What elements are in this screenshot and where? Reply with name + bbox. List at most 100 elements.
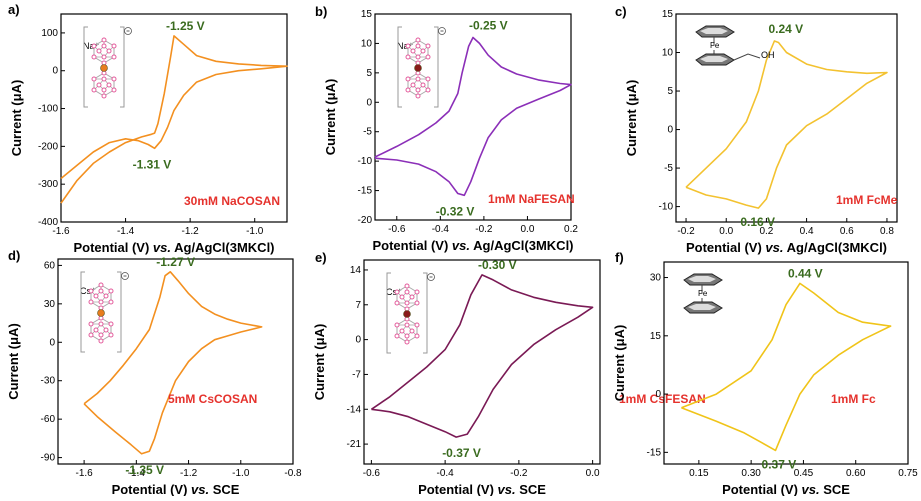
x-axis-label-part: Potential (V) bbox=[112, 482, 191, 496]
metal-atom bbox=[100, 64, 108, 72]
y-tick-label: -15 bbox=[358, 186, 373, 197]
cv-curve bbox=[60, 35, 288, 204]
x-axis-label-part: Ag/AgCl(3MKCl) bbox=[784, 240, 888, 255]
peak-label: -0.32 V bbox=[436, 204, 475, 218]
y-tick-label: 0 bbox=[355, 335, 361, 346]
y-tick-label: 10 bbox=[361, 38, 373, 49]
y-axis-label: Current (μA) bbox=[612, 325, 627, 402]
x-tick-label: 0.0 bbox=[520, 224, 534, 235]
panel-letter: f) bbox=[615, 250, 624, 265]
x-tick-label: 0.2 bbox=[759, 226, 773, 237]
bracket bbox=[83, 26, 125, 108]
x-axis-label-part: vs. bbox=[498, 482, 516, 496]
panel-a: -1.6 -1.4 -1.2 -1.0 -400 -300 -200 -100 0 100 Pote… bbox=[8, 2, 288, 255]
peak-label: 0.24 V bbox=[768, 22, 803, 36]
x-axis-label-part: Potential (V) bbox=[418, 482, 497, 496]
sample-label: 1mM CsFESAN bbox=[619, 392, 706, 406]
peak-label: -0.30 V bbox=[478, 258, 517, 272]
y-tick-label: -7 bbox=[352, 369, 361, 380]
panel-d: -1.6 -1.4 -1.2 -1.0 -0.8 -90 -60 -30 0 30 60 Potent… bbox=[6, 248, 302, 497]
peak-label: -1.27 V bbox=[156, 255, 195, 269]
y-tick-label: 5 bbox=[366, 68, 372, 79]
y-tick-label: 0 bbox=[655, 389, 661, 400]
x-tick-label: -0.6 bbox=[388, 224, 406, 235]
y-tick-label: -400 bbox=[38, 217, 58, 228]
x-axis-label-part: vs. bbox=[153, 240, 171, 255]
x-tick-label: -0.6 bbox=[363, 468, 381, 479]
x-tick-label: 0.75 bbox=[898, 468, 918, 479]
y-tick-label: -15 bbox=[647, 447, 662, 458]
x-axis-label: Potential (V) vs. Ag/AgCl(3MKCl) bbox=[73, 240, 274, 255]
y-tick-label: 14 bbox=[350, 265, 362, 276]
y-tick-label: 30 bbox=[650, 273, 662, 284]
carborane-cage-lower bbox=[405, 70, 431, 99]
x-axis-label: Potential (V) vs. SCE bbox=[418, 482, 546, 496]
y-tick-label: -14 bbox=[347, 404, 362, 415]
x-axis-label: Potential (V) vs. Ag/AgCl(3MKCl) bbox=[372, 238, 573, 253]
plot-frame bbox=[663, 261, 909, 465]
bracket bbox=[386, 272, 428, 354]
counter-ion-label: Cs⁺ bbox=[80, 286, 96, 296]
x-axis-label: Potential (V) vs. SCE bbox=[112, 482, 240, 496]
x-tick-label: -0.2 bbox=[510, 468, 528, 479]
ferrocene-structure bbox=[695, 25, 735, 66]
counter-ion-label: Na⁺ bbox=[83, 41, 100, 51]
y-tick-label: 15 bbox=[662, 9, 674, 20]
peak-label: -0.25 V bbox=[469, 19, 508, 33]
y-tick-label: -100 bbox=[38, 104, 58, 115]
x-axis-label-part: Potential (V) bbox=[686, 240, 765, 255]
y-tick-label: -10 bbox=[659, 202, 674, 213]
y-tick-label: 7 bbox=[355, 300, 361, 311]
x-tick-label: 0.30 bbox=[741, 468, 761, 479]
x-tick-label: -1.6 bbox=[52, 226, 70, 237]
x-tick-label: -0.4 bbox=[432, 224, 450, 235]
x-tick-label: -1.6 bbox=[75, 468, 93, 479]
bracket bbox=[397, 26, 439, 108]
y-axis-label: Current (μA) bbox=[9, 80, 24, 157]
panel-b: -0.6 -0.4 -0.2 0.0 0.2 -20 -15 -10 -5 0 5 10 15 Poten… bbox=[315, 4, 578, 253]
x-axis-label-part: vs. bbox=[191, 482, 209, 496]
panel-c: -0.2 0.0 0.2 0.4 0.6 0.8 -10 -5 0 5 10 15 Potential … bbox=[615, 4, 898, 255]
plot-frame bbox=[363, 259, 601, 465]
x-axis-label: Potential (V) vs. SCE bbox=[722, 482, 850, 496]
x-tick-label: 0.45 bbox=[794, 468, 814, 479]
y-axis-label: Current (μA) bbox=[6, 323, 21, 400]
peak-label: -0.37 V bbox=[442, 446, 481, 460]
metal-atom bbox=[414, 64, 422, 72]
y-tick-label: 0 bbox=[49, 337, 55, 348]
counter-ion-label: Na⁺ bbox=[397, 41, 414, 51]
y-axis-label: Current (μA) bbox=[312, 324, 327, 401]
plot-frame bbox=[374, 13, 572, 221]
x-axis-label-part: vs. bbox=[802, 482, 820, 496]
sample-label: 1mM FcMe bbox=[836, 193, 898, 207]
x-tick-label: -0.2 bbox=[475, 224, 493, 235]
plot-frame bbox=[57, 258, 294, 465]
bracket bbox=[80, 271, 122, 353]
y-tick-label: -200 bbox=[38, 141, 58, 152]
y-tick-label: 100 bbox=[41, 28, 58, 39]
x-tick-label: -1.0 bbox=[246, 226, 264, 237]
y-tick-label: 0 bbox=[667, 125, 673, 136]
peak-label: 0.44 V bbox=[788, 266, 823, 280]
x-axis-label-part: vs. bbox=[765, 240, 783, 255]
x-tick-label: 0.0 bbox=[586, 468, 600, 479]
x-axis-label-part: SCE bbox=[820, 482, 851, 496]
x-tick-label: 0.0 bbox=[719, 226, 733, 237]
y-tick-label: 0 bbox=[366, 97, 372, 108]
peak-label: -1.35 V bbox=[125, 463, 164, 477]
panel-letter: c) bbox=[615, 4, 627, 19]
x-tick-label: -1.0 bbox=[232, 468, 250, 479]
sample-label: 5mM CsCOSAN bbox=[168, 392, 257, 406]
y-tick-label: -5 bbox=[363, 127, 372, 138]
panel-letter: b) bbox=[315, 4, 327, 19]
cv-curve bbox=[370, 274, 594, 438]
y-tick-label: -21 bbox=[347, 439, 362, 450]
substituent-label: OH bbox=[761, 50, 775, 60]
cv-curve bbox=[374, 36, 572, 197]
x-axis-label-part: SCE bbox=[516, 482, 547, 496]
x-tick-label: -0.8 bbox=[284, 468, 302, 479]
x-axis-label: Potential (V) vs. Ag/AgCl(3MKCl) bbox=[686, 240, 887, 255]
x-tick-label: 0.4 bbox=[800, 226, 814, 237]
